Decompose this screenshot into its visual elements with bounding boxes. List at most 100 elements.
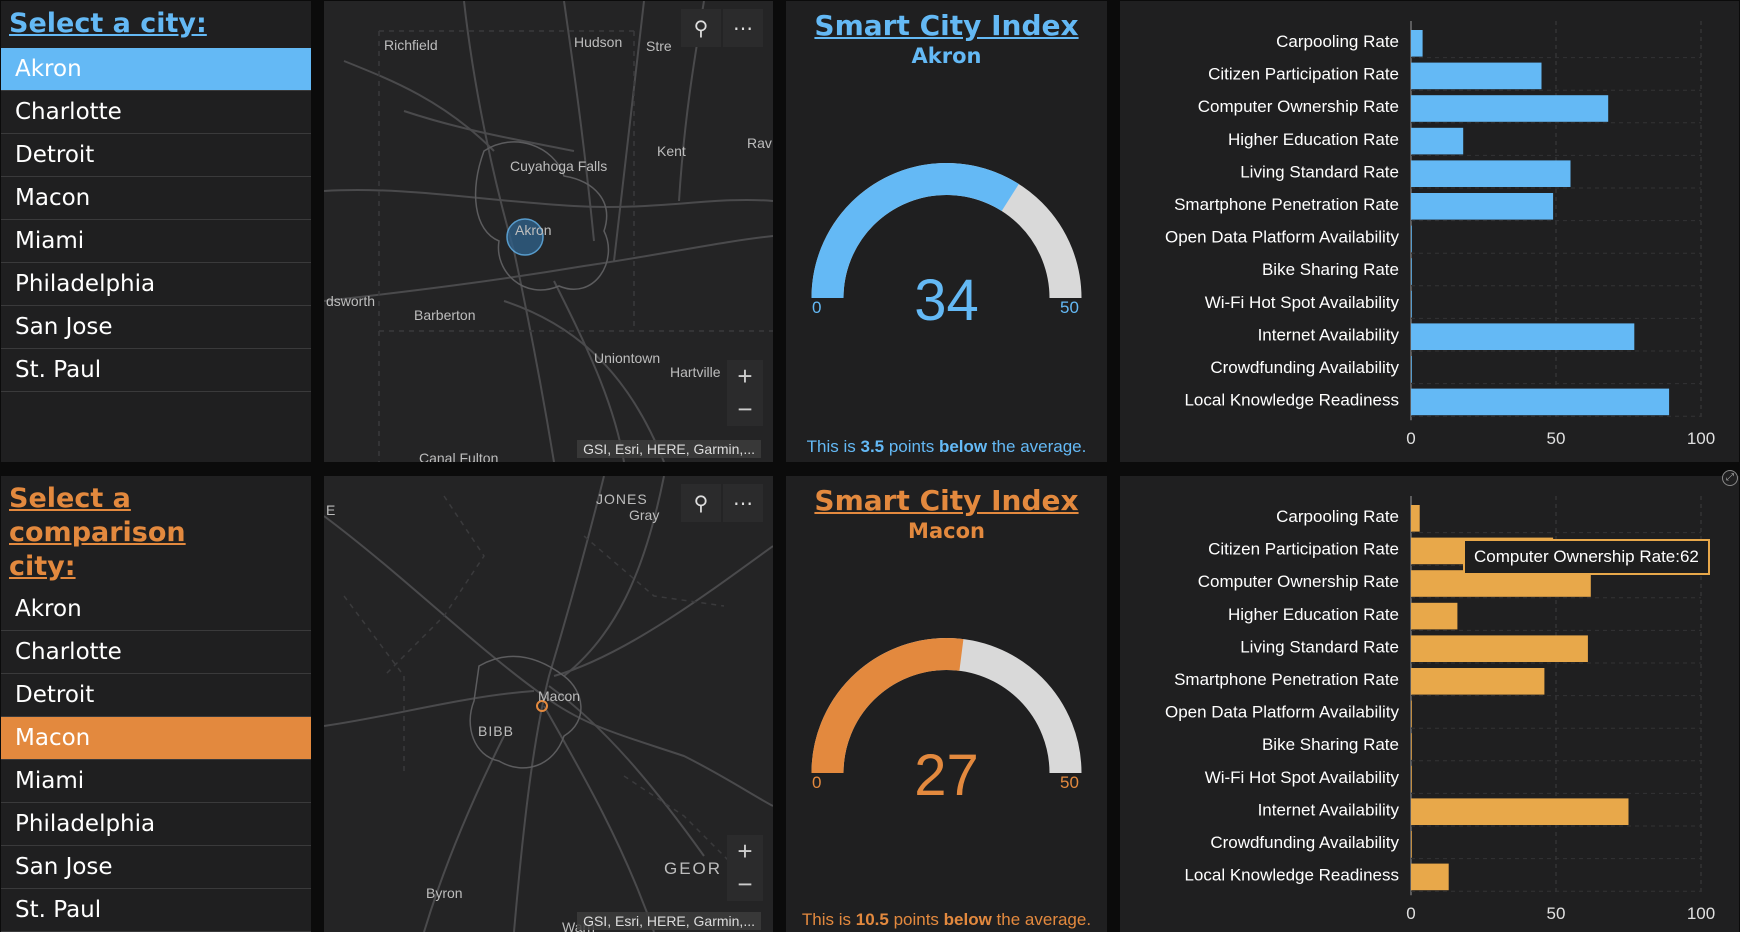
zoom-out-icon[interactable]: − (737, 394, 753, 424)
category-label: Bike Sharing Rate (1262, 735, 1399, 754)
bar[interactable] (1411, 388, 1670, 416)
more-options-icon[interactable]: ⋯ (723, 9, 763, 47)
map-roads (324, 476, 773, 932)
gauge-note: This is 3.5 points below the average. (786, 437, 1107, 457)
bar[interactable] (1411, 30, 1423, 57)
city-option[interactable]: Charlotte (1, 631, 311, 674)
comparison-city-list: Akron Charlotte Detroit Macon Miami Philadelp… (1, 588, 311, 932)
bar[interactable] (1411, 733, 1412, 760)
gauge-value: 27 (914, 743, 979, 808)
bar[interactable] (1411, 225, 1412, 253)
bar[interactable] (1411, 95, 1609, 122)
category-label: Internet Availability (1258, 800, 1400, 819)
selected-city-marker (536, 700, 548, 712)
map-roads (324, 1, 773, 462)
bar[interactable] (1411, 193, 1554, 220)
map-label: GEOR (664, 859, 723, 878)
city-option[interactable]: Akron (1, 588, 311, 631)
bar[interactable] (1411, 258, 1412, 285)
search-icon[interactable]: ⚲ (681, 9, 721, 47)
x-tick-label: 100 (1687, 904, 1715, 923)
category-label: Internet Availability (1258, 325, 1400, 344)
more-options-icon[interactable]: ⋯ (723, 484, 763, 522)
bar[interactable] (1411, 635, 1588, 662)
bar[interactable] (1411, 831, 1412, 858)
category-label: Carpooling Rate (1276, 507, 1399, 526)
city-option[interactable]: Philadelphia (1, 803, 311, 846)
city-list: Akron Charlotte Detroit Macon Miami Philadelp… (1, 48, 311, 392)
map-attribution[interactable]: GSI, Esri, HERE, Garmin,... (577, 440, 761, 458)
search-icon[interactable]: ⚲ (681, 484, 721, 522)
bar[interactable] (1411, 602, 1458, 630)
city-option[interactable]: Detroit (1, 674, 311, 717)
city-option[interactable]: Macon (1, 717, 311, 760)
zoom-in-icon[interactable]: + (737, 836, 753, 866)
gauge-min-label: 0 (812, 773, 822, 792)
note-text: points (884, 437, 939, 456)
city-option[interactable]: San Jose (1, 846, 311, 889)
gauge-city: Akron (911, 44, 982, 68)
map-label: Macon (538, 688, 581, 704)
zoom-control: + − (727, 835, 763, 901)
bar[interactable] (1411, 160, 1571, 187)
bar-chart: 0 50 100 Carpooling Rate Citizen Participati… (1165, 21, 1715, 448)
category-label: Computer Ownership Rate (1198, 572, 1399, 591)
note-number: 3.5 (860, 437, 885, 456)
bar[interactable] (1411, 127, 1464, 155)
bar[interactable] (1411, 323, 1635, 350)
bar[interactable] (1411, 863, 1449, 891)
city-option[interactable]: Macon (1, 177, 311, 220)
category-label: Wi-Fi Hot Spot Availability (1205, 768, 1400, 787)
map-label: Richfield (384, 37, 438, 53)
category-label: Open Data Platform Availability (1165, 703, 1400, 722)
bar[interactable] (1411, 505, 1420, 532)
comparison-map[interactable]: E JONES Gray Macon BIBB GEOR Byron Warn … (324, 476, 773, 932)
map-label: Byron (426, 885, 463, 901)
map-attribution[interactable]: GSI, Esri, HERE, Garmin,... (577, 912, 761, 930)
bar-tooltip: Computer Ownership Rate:62 (1463, 539, 1710, 575)
comparison-list-panel: Select a comparison city: Akron Charlotte… (1, 476, 311, 932)
map-label: Uniontown (594, 350, 661, 366)
category-label: Open Data Platform Availability (1165, 228, 1400, 247)
bar[interactable] (1411, 356, 1412, 383)
city-option[interactable]: St. Paul (1, 349, 311, 392)
city-option[interactable]: Philadelphia (1, 263, 311, 306)
x-tick-label: 0 (1406, 904, 1415, 923)
map-label: E (326, 502, 336, 518)
bar[interactable] (1411, 62, 1542, 90)
map-toolbar: ⚲ ⋯ (681, 9, 763, 47)
bar[interactable] (1411, 290, 1412, 318)
city-list-title: Select a city: (9, 8, 207, 39)
bar[interactable] (1411, 765, 1412, 793)
city-list-panel: Select a city: Akron Charlotte Detroit Maco… (1, 1, 311, 462)
comparison-gauge-panel: Smart City Index Macon 27 0 50 This is 1… (786, 476, 1107, 932)
city-option[interactable]: Akron (1, 48, 311, 91)
bar[interactable] (1411, 798, 1629, 825)
primary-map[interactable]: Richfield Hudson Stre Kent Rav Cuyahoga … (324, 1, 773, 462)
city-option[interactable]: St. Paul (1, 889, 311, 932)
category-label: Higher Education Rate (1228, 130, 1399, 149)
zoom-control: + − (727, 360, 763, 426)
map-label: Hartville (670, 364, 721, 380)
map-label: Cuyahoga Falls (510, 158, 608, 174)
expand-icon[interactable]: ⤢ (1722, 470, 1738, 486)
bar[interactable] (1411, 668, 1545, 695)
map-label: dsworth (326, 293, 376, 309)
city-option[interactable]: Charlotte (1, 91, 311, 134)
gauge-fill (811, 163, 1019, 299)
category-label: Higher Education Rate (1228, 605, 1399, 624)
bar[interactable] (1411, 700, 1412, 728)
city-option[interactable]: Miami (1, 760, 311, 803)
city-option[interactable]: Detroit (1, 134, 311, 177)
gauge-note: This is 10.5 points below the average. (786, 910, 1107, 930)
zoom-out-icon[interactable]: − (737, 869, 753, 899)
city-option[interactable]: San Jose (1, 306, 311, 349)
category-label: Local Knowledge Readiness (1184, 866, 1399, 885)
zoom-in-icon[interactable]: + (737, 361, 753, 391)
city-option[interactable]: Miami (1, 220, 311, 263)
category-label: Local Knowledge Readiness (1184, 391, 1399, 410)
title-line: city: (9, 551, 76, 582)
gauge-title: Smart City Index (814, 9, 1079, 42)
category-label: Smartphone Penetration Rate (1174, 195, 1399, 214)
map-toolbar: ⚲ ⋯ (681, 484, 763, 522)
